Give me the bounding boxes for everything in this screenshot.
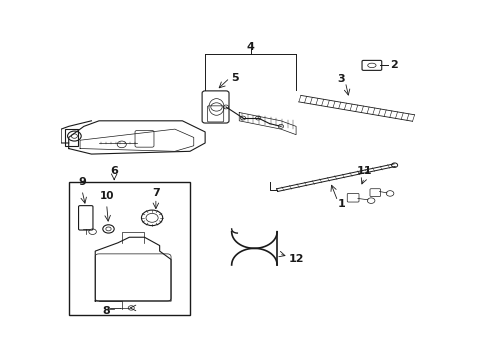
Text: 10: 10	[99, 191, 114, 201]
Text: 1: 1	[337, 199, 345, 209]
Text: 5: 5	[231, 73, 239, 83]
Text: 7: 7	[152, 188, 160, 198]
Text: 3: 3	[337, 74, 345, 84]
Text: 11: 11	[356, 166, 371, 176]
Text: 8: 8	[102, 306, 110, 316]
Text: 2: 2	[389, 60, 397, 70]
Text: 4: 4	[246, 42, 254, 52]
Bar	[65, 129, 78, 146]
Text: 12: 12	[288, 255, 304, 264]
Bar	[68, 182, 189, 315]
Text: 9: 9	[78, 177, 86, 187]
Text: 6: 6	[110, 166, 118, 176]
